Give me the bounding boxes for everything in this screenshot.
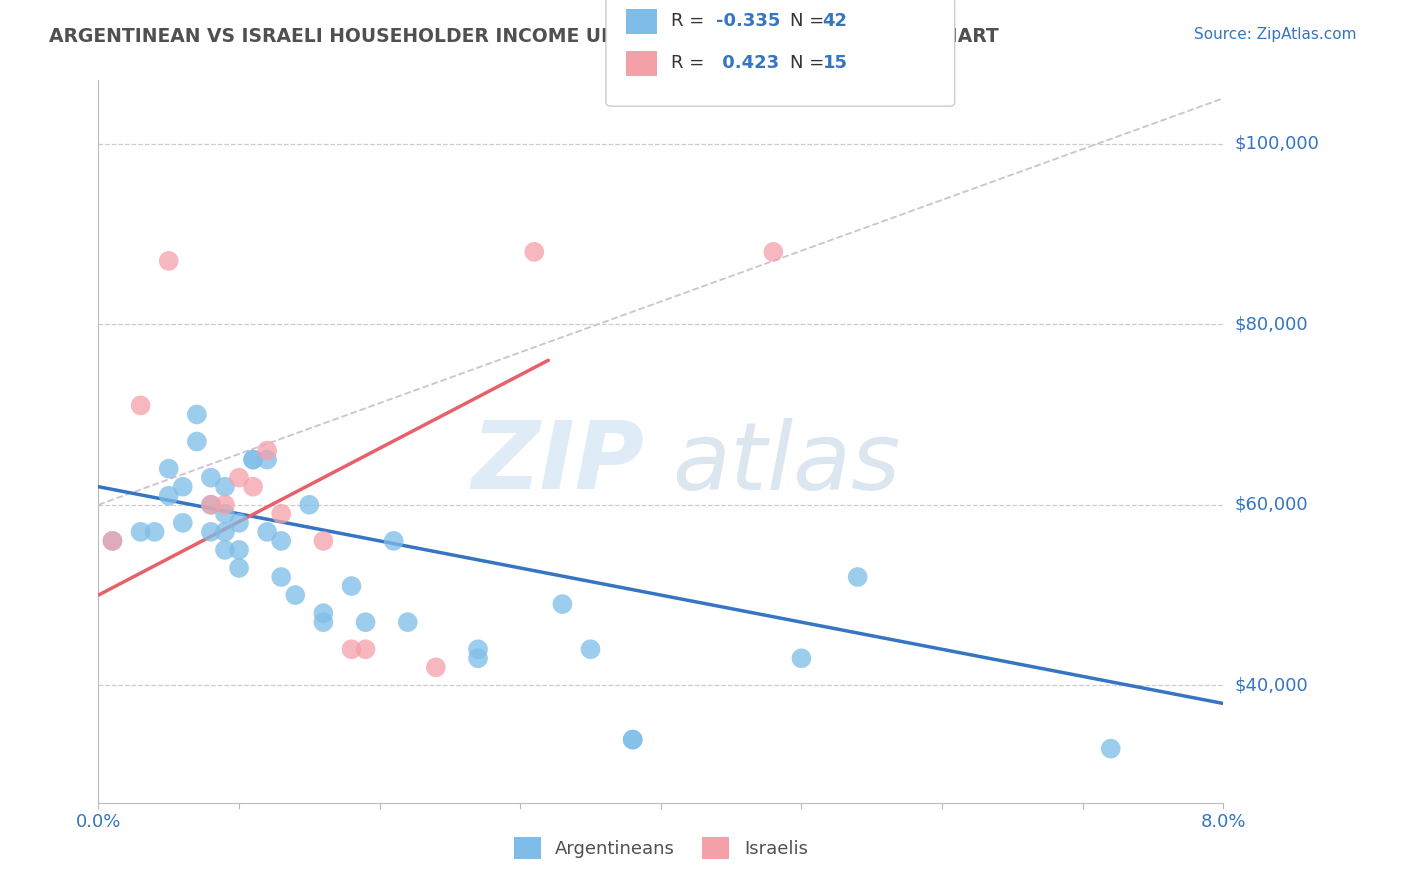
Point: [256, 524, 278, 539]
Point: [551, 597, 574, 611]
Text: ZIP: ZIP: [471, 417, 644, 509]
Point: [425, 660, 447, 674]
Point: [298, 498, 321, 512]
Point: [382, 533, 405, 548]
Point: [467, 642, 489, 657]
Point: [228, 516, 250, 530]
Point: [228, 561, 250, 575]
Point: [129, 524, 152, 539]
Text: R =: R =: [671, 12, 710, 30]
Point: [214, 498, 236, 512]
Point: [157, 489, 180, 503]
Point: [242, 452, 264, 467]
Point: [172, 480, 194, 494]
Point: [256, 443, 278, 458]
Text: $60,000: $60,000: [1234, 496, 1308, 514]
Point: [214, 507, 236, 521]
Point: [101, 533, 124, 548]
Point: [214, 542, 236, 557]
Text: N =: N =: [790, 12, 830, 30]
Text: -0.335: -0.335: [716, 12, 780, 30]
Point: [186, 434, 208, 449]
Legend: Argentineans, Israelis: Argentineans, Israelis: [506, 830, 815, 866]
Text: $80,000: $80,000: [1234, 315, 1308, 333]
Point: [1099, 741, 1122, 756]
Point: [270, 570, 292, 584]
Point: [312, 615, 335, 630]
Point: [143, 524, 166, 539]
Point: [214, 524, 236, 539]
Point: [523, 244, 546, 259]
Point: [579, 642, 602, 657]
Point: [340, 579, 363, 593]
Point: [790, 651, 813, 665]
Point: [312, 533, 335, 548]
Text: R =: R =: [671, 54, 710, 72]
Point: [157, 253, 180, 268]
Text: $100,000: $100,000: [1234, 135, 1319, 153]
Text: N =: N =: [790, 54, 830, 72]
Point: [762, 244, 785, 259]
Point: [270, 533, 292, 548]
Point: [354, 642, 377, 657]
Point: [621, 732, 644, 747]
Point: [228, 470, 250, 484]
Point: [101, 533, 124, 548]
Point: [270, 507, 292, 521]
Point: [467, 651, 489, 665]
Point: [186, 408, 208, 422]
Text: atlas: atlas: [672, 417, 900, 508]
Text: $40,000: $40,000: [1234, 676, 1308, 694]
Point: [200, 524, 222, 539]
Point: [242, 452, 264, 467]
Text: 0.423: 0.423: [716, 54, 779, 72]
Point: [214, 480, 236, 494]
Point: [621, 732, 644, 747]
Text: 42: 42: [823, 12, 848, 30]
Point: [200, 498, 222, 512]
Point: [284, 588, 307, 602]
Text: Source: ZipAtlas.com: Source: ZipAtlas.com: [1194, 27, 1357, 42]
Point: [157, 461, 180, 475]
Point: [846, 570, 869, 584]
Point: [354, 615, 377, 630]
Point: [200, 498, 222, 512]
Point: [228, 542, 250, 557]
Point: [396, 615, 419, 630]
Point: [200, 470, 222, 484]
Point: [242, 480, 264, 494]
Text: ARGENTINEAN VS ISRAELI HOUSEHOLDER INCOME UNDER 25 YEARS CORRELATION CHART: ARGENTINEAN VS ISRAELI HOUSEHOLDER INCOM…: [49, 27, 998, 45]
Point: [129, 398, 152, 412]
Point: [256, 452, 278, 467]
Text: 15: 15: [823, 54, 848, 72]
Point: [312, 606, 335, 620]
Point: [172, 516, 194, 530]
Point: [340, 642, 363, 657]
